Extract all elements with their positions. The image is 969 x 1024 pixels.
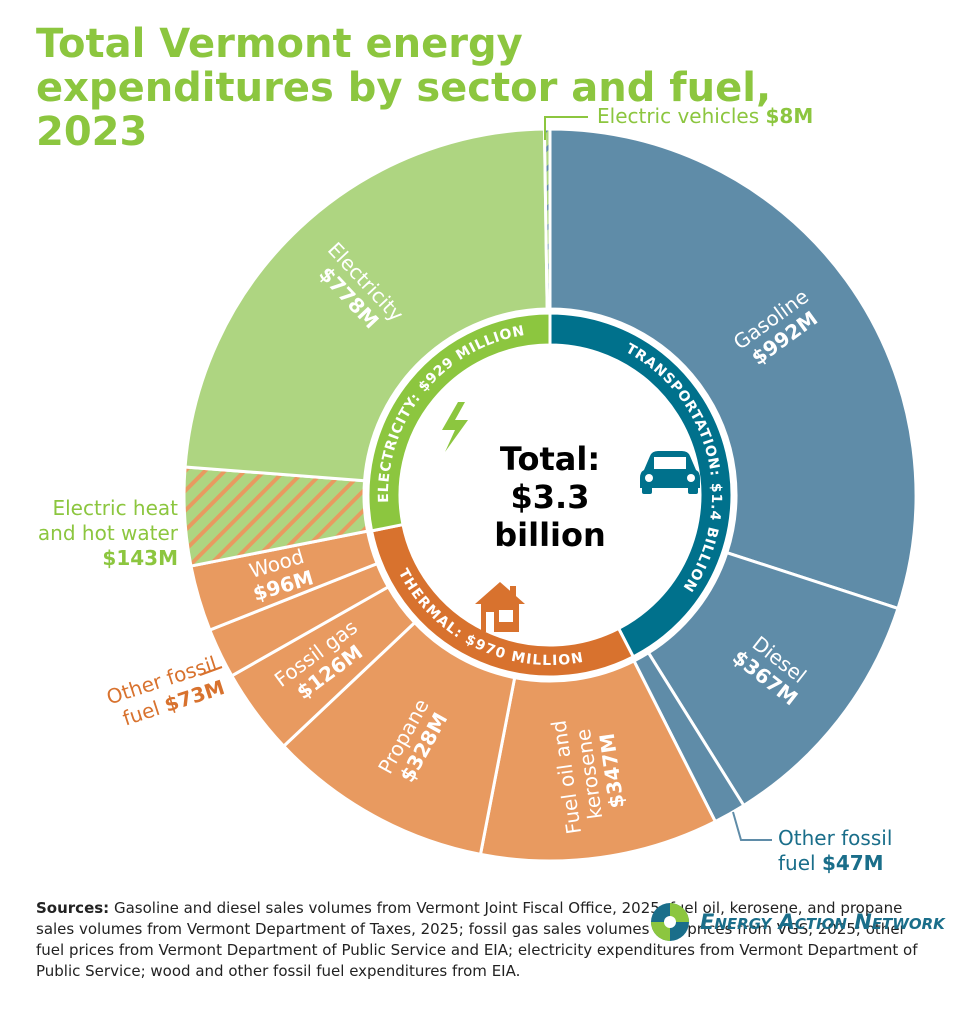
sector-ring <box>366 311 552 533</box>
lightning-icon <box>442 402 468 452</box>
slice <box>478 658 718 863</box>
slice <box>183 127 549 483</box>
slice-label: Electric heat and hot water $143M <box>10 496 178 571</box>
slice-value: $8M <box>765 104 814 128</box>
sources: Sources: Gasoline and diesel sales volum… <box>36 898 936 982</box>
logo-text: Energy Action Network <box>700 910 945 934</box>
slice-label: Fuel oil and kerosene $347M <box>546 701 628 848</box>
sources-label: Sources: <box>36 899 110 917</box>
logo: Energy Action Network <box>651 903 945 941</box>
logo-icon <box>651 903 689 941</box>
center-label: billion <box>494 516 606 554</box>
slice <box>548 127 918 611</box>
center-label: $3.3 <box>511 478 590 516</box>
slice-label: Electric vehicles $8M <box>597 104 897 129</box>
center-label: Total: <box>500 440 600 478</box>
slice-value: $47M <box>821 851 884 875</box>
house-icon <box>475 582 525 632</box>
slice <box>542 127 552 311</box>
slice-value: $143M <box>102 546 178 570</box>
slice-name: Electric vehicles <box>597 104 760 128</box>
leader-lines <box>199 116 772 841</box>
slice-name: Other fossil fuel <box>778 826 893 875</box>
sources-text: Gasoline and diesel sales volumes from V… <box>36 899 918 980</box>
slice-name: Electric heat and hot water <box>37 496 178 545</box>
car-icon <box>640 451 700 494</box>
slice <box>646 550 900 808</box>
chart-title: Total Vermont energy expenditures by sec… <box>36 21 772 155</box>
slice-label: Other fossil fuel $47M <box>778 826 928 876</box>
